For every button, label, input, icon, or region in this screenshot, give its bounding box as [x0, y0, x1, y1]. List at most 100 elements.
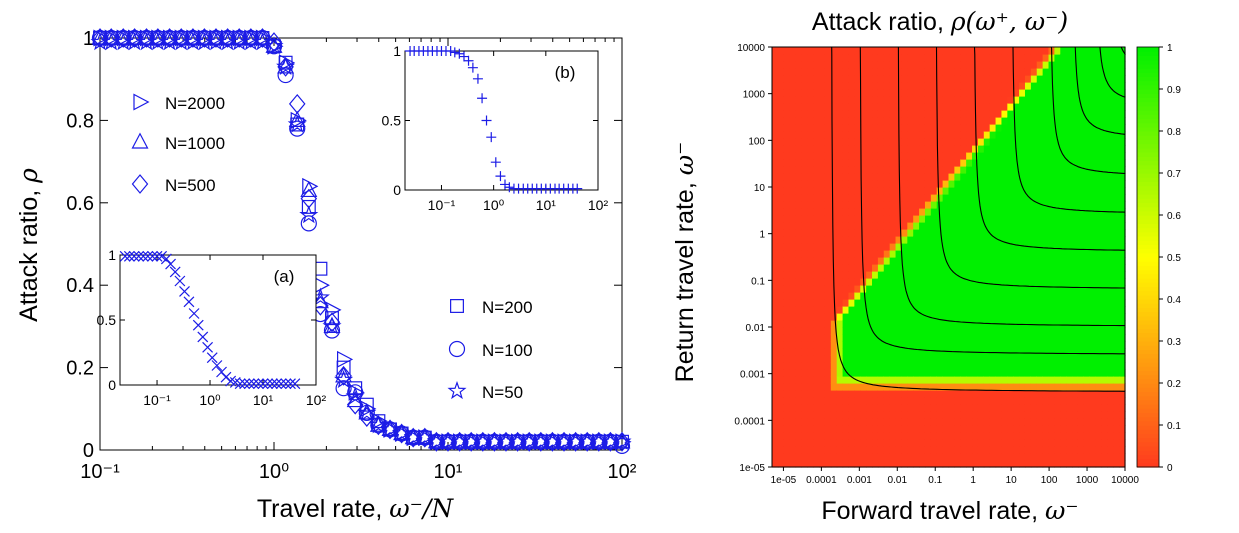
- heatmap-cell: [889, 425, 897, 433]
- heatmap-cell: [895, 222, 903, 230]
- heatmap-cell: [824, 257, 832, 265]
- heatmap-cell: [1113, 306, 1120, 314]
- heatmap-cell: [830, 411, 838, 419]
- heatmap-cell: [1030, 75, 1038, 83]
- heatmap-cell: [883, 432, 891, 440]
- heatmap-cell: [889, 418, 897, 426]
- heatmap-cell: [942, 54, 950, 62]
- heatmap-cell: [977, 362, 985, 370]
- heatmap-cell: [983, 82, 991, 90]
- heatmap-cell: [1019, 271, 1026, 279]
- heatmap-cell: [1077, 271, 1085, 279]
- heatmap-cell: [872, 453, 879, 461]
- heatmap-cell: [807, 131, 814, 139]
- heatmap-cell: [877, 453, 885, 461]
- heatmap-cell: [1030, 264, 1038, 272]
- heatmap-cell: [954, 257, 961, 265]
- heatmap-cell: [1048, 383, 1055, 391]
- heatmap-cell: [772, 271, 779, 279]
- heatmap-cell: [836, 418, 844, 426]
- heatmap-cell: [1042, 103, 1050, 111]
- heatmap-cell: [866, 243, 873, 251]
- heatmap-cell: [948, 257, 955, 265]
- heatmap-cell: [877, 313, 885, 321]
- heatmap-cell: [1024, 215, 1032, 223]
- heatmap-cell: [1077, 446, 1085, 454]
- heatmap-cell: [795, 61, 803, 69]
- heatmap-cell: [860, 334, 867, 342]
- heatmap-cell: [1036, 278, 1044, 286]
- heatmap-cell: [824, 117, 832, 125]
- heatmap-cell: [1083, 110, 1091, 118]
- heatmap-cell: [1030, 229, 1038, 237]
- heatmap-cell: [854, 327, 861, 335]
- heatmap-cell: [1072, 411, 1079, 419]
- heatmap-cell: [1107, 75, 1114, 83]
- heatmap-cell: [1042, 243, 1050, 251]
- heatmap-cell: [813, 257, 820, 265]
- heatmap-cell: [819, 243, 826, 251]
- heatmap-cell: [907, 166, 914, 174]
- heatmap-cell: [983, 173, 991, 181]
- heatmap-cell: [995, 222, 1003, 230]
- heatmap-cell: [842, 187, 850, 195]
- heatmap-cell: [1089, 194, 1097, 202]
- heatmap-cell: [1054, 404, 1061, 412]
- heatmap-cell: [1007, 313, 1014, 321]
- heatmap-cell: [989, 236, 997, 244]
- heatmap-cell: [807, 96, 814, 104]
- heatmap-cell: [830, 243, 838, 251]
- heatmap-cell: [960, 89, 967, 97]
- heatmap-cell: [966, 201, 973, 209]
- heatmap-cell: [913, 138, 920, 146]
- heatmap-cell: [1054, 432, 1061, 440]
- heatmap-cell: [1001, 54, 1008, 62]
- heatmap-cell: [960, 215, 967, 223]
- heatmap-cell: [948, 180, 955, 188]
- heatmap-cell: [983, 460, 991, 468]
- inset-data-point: [234, 378, 246, 390]
- inset-data-point: [275, 378, 287, 390]
- heatmap-cell: [783, 383, 791, 391]
- heatmap-cell: [895, 334, 903, 342]
- heatmap-cell: [972, 404, 979, 412]
- heatmap-cell: [1101, 187, 1108, 195]
- heatmap-cell: [919, 166, 926, 174]
- heatmap-cell: [895, 439, 903, 447]
- heatmap-cell: [924, 460, 932, 468]
- heatmap-cell: [1101, 264, 1108, 272]
- heatmap-cell: [848, 215, 855, 223]
- heatmap-cell: [848, 145, 855, 153]
- heatmap-cell: [1089, 68, 1097, 76]
- heatmap-cell: [954, 236, 961, 244]
- heatmap-cell: [942, 271, 950, 279]
- heatmap-cell: [972, 376, 979, 384]
- heatmap-cell: [1060, 117, 1067, 125]
- heatmap-cell: [1083, 124, 1091, 132]
- heatmap-cell: [854, 439, 861, 447]
- heatmap-cell: [1119, 82, 1126, 90]
- heatmap-cell: [836, 257, 844, 265]
- inset-data-point: [165, 258, 176, 270]
- heatmap-cell: [960, 96, 967, 104]
- heatmap-cell: [1019, 278, 1026, 286]
- heatmap-cell: [1060, 460, 1067, 468]
- heatmap-cell: [789, 313, 797, 321]
- heatmap-cell: [877, 110, 885, 118]
- heatmap-cell: [1030, 194, 1038, 202]
- heatmap-cell: [1089, 110, 1097, 118]
- heatmap-cell: [1060, 306, 1067, 314]
- heatmap-cell: [860, 201, 867, 209]
- heatmap-cell: [1072, 131, 1079, 139]
- heatmap-cell: [948, 145, 955, 153]
- heatmap-cell: [860, 285, 867, 293]
- heatmap-cell: [1001, 243, 1008, 251]
- heatmap-cell: [1013, 194, 1020, 202]
- heatmap-cell: [1107, 159, 1114, 167]
- heatmap-cell: [830, 327, 838, 335]
- heatmap-cell: [1024, 292, 1032, 300]
- heatmap-cell: [895, 257, 903, 265]
- heatmap-cell: [1119, 159, 1126, 167]
- heatmap-cell: [866, 229, 873, 237]
- heatmap-cell: [795, 446, 803, 454]
